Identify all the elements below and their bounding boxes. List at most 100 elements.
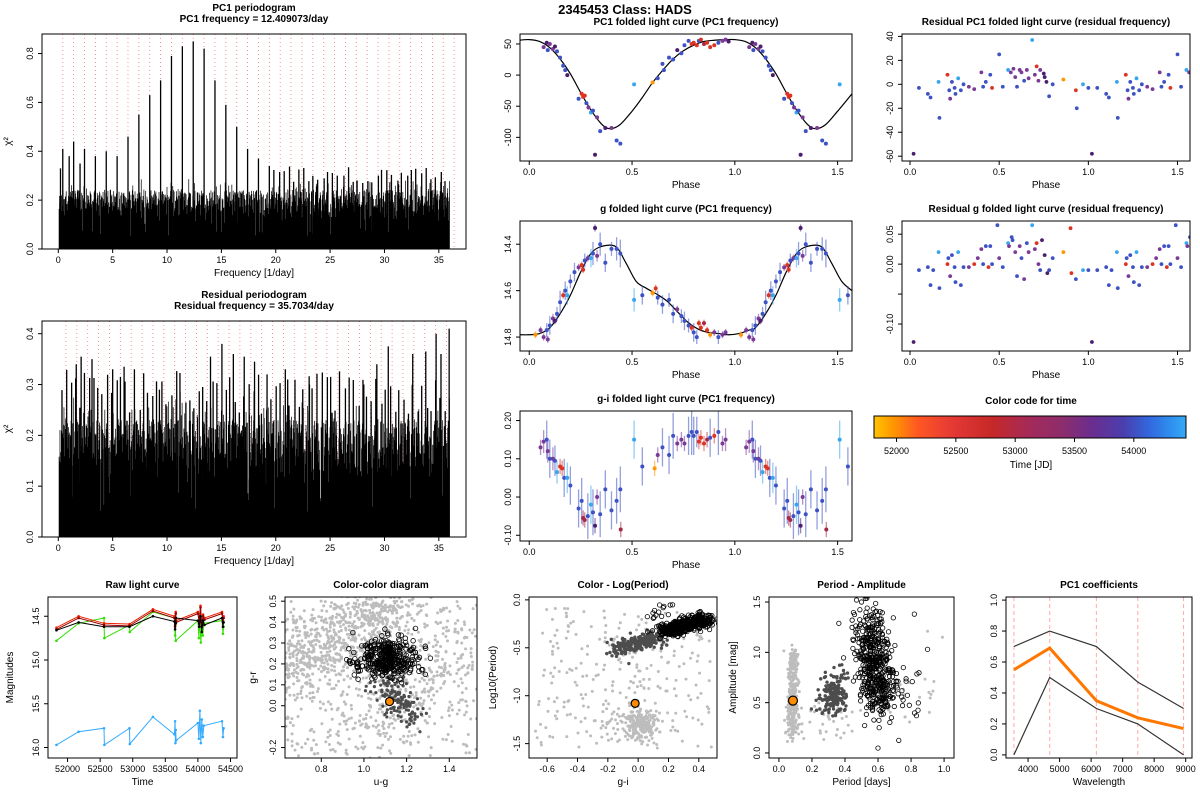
svg-text:0.1: 0.1 [268, 679, 278, 692]
svg-text:52500: 52500 [943, 446, 968, 456]
svg-text:g-i: g-i [617, 777, 628, 788]
svg-text:15: 15 [216, 543, 226, 553]
svg-text:20: 20 [271, 543, 281, 553]
panel-color-logperiod: -0.6 -0.4 -0.2 0.0 0.2 0.4 0.0 -0.5 -1.0 -1.5 Colo… [485, 575, 725, 798]
svg-text:1.5: 1.5 [831, 547, 844, 557]
svg-text:PC1 folded light curve (PC1 fr: PC1 folded light curve (PC1 frequency) [593, 17, 778, 28]
svg-text:0.4: 0.4 [25, 145, 35, 158]
svg-text:0.00: 0.00 [885, 255, 895, 273]
svg-text:0.10: 0.10 [503, 450, 513, 468]
svg-text:PC1 frequency = 12.409073/day: PC1 frequency = 12.409073/day [180, 14, 329, 25]
svg-text:-0.2: -0.2 [600, 764, 616, 774]
svg-text:-0.10: -0.10 [503, 525, 513, 546]
svg-text:0.5: 0.5 [268, 595, 278, 608]
svg-text:14.5: 14.5 [31, 607, 41, 625]
svg-text:0.6: 0.6 [25, 96, 35, 109]
svg-text:0.2: 0.2 [268, 658, 278, 671]
svg-text:Frequency [1/day]: Frequency [1/day] [214, 268, 294, 279]
svg-text:0.0: 0.0 [632, 764, 645, 774]
svg-text:1.5: 1.5 [831, 357, 844, 367]
svg-text:-40: -40 [885, 126, 895, 139]
svg-text:0.5: 0.5 [626, 357, 639, 367]
svg-text:0.4: 0.4 [25, 327, 35, 340]
svg-text:0.3: 0.3 [25, 378, 35, 391]
svg-text:0.0: 0.0 [25, 243, 35, 256]
svg-text:0.5: 0.5 [993, 167, 1006, 177]
svg-text:0.2: 0.2 [662, 764, 675, 774]
svg-text:40: 40 [885, 31, 895, 41]
svg-text:Time [JD]: Time [JD] [1010, 460, 1053, 471]
svg-text:0.0: 0.0 [25, 531, 35, 544]
svg-text:0.8: 0.8 [25, 47, 35, 60]
svg-text:-100: -100 [503, 128, 513, 146]
svg-text:35: 35 [434, 255, 444, 265]
svg-text:Magnitudes: Magnitudes [5, 652, 16, 704]
svg-text:53000: 53000 [1003, 446, 1028, 456]
svg-text:5: 5 [110, 543, 115, 553]
svg-text:0.4: 0.4 [268, 616, 278, 629]
svg-text:-1.5: -1.5 [512, 736, 522, 752]
svg-text:53000: 53000 [120, 764, 145, 774]
svg-text:Residual g folded light curve: Residual g folded light curve (residual … [928, 204, 1163, 215]
svg-text:0: 0 [885, 82, 895, 87]
svg-text:10: 10 [162, 255, 172, 265]
svg-text:0.0: 0.0 [904, 167, 917, 177]
svg-text:-0.10: -0.10 [885, 314, 895, 335]
svg-text:0.4: 0.4 [693, 764, 706, 774]
svg-text:-0.6: -0.6 [539, 764, 555, 774]
svg-text:14.4: 14.4 [503, 235, 513, 253]
svg-text:-20: -20 [885, 102, 895, 115]
svg-text:Color code for time: Color code for time [985, 396, 1077, 407]
svg-text:53500: 53500 [1062, 446, 1087, 456]
svg-text:0.1: 0.1 [25, 480, 35, 493]
svg-text:0.8: 0.8 [315, 764, 328, 774]
svg-text:1.0: 1.0 [1082, 167, 1095, 177]
svg-text:16.0: 16.0 [31, 739, 41, 757]
svg-text:20: 20 [271, 255, 281, 265]
svg-text:54000: 54000 [185, 764, 210, 774]
svg-text:0.0: 0.0 [512, 594, 522, 607]
svg-text:35: 35 [434, 543, 444, 553]
svg-text:-1.0: -1.0 [512, 688, 522, 704]
svg-text:-60: -60 [885, 150, 895, 163]
svg-text:-50: -50 [503, 100, 513, 113]
svg-text:χ²: χ² [3, 137, 14, 146]
svg-text:1.0: 1.0 [729, 167, 742, 177]
svg-text:Color - Log(Period): Color - Log(Period) [577, 580, 668, 591]
svg-text:0.0: 0.0 [268, 699, 278, 712]
svg-text:0.00: 0.00 [503, 488, 513, 506]
svg-text:1.0: 1.0 [729, 357, 742, 367]
svg-text:Color-color diagram: Color-color diagram [333, 580, 429, 591]
svg-text:14.6: 14.6 [503, 282, 513, 300]
svg-text:0.2: 0.2 [25, 429, 35, 442]
svg-text:15: 15 [216, 255, 226, 265]
svg-text:Phase: Phase [672, 370, 701, 381]
svg-text:54000: 54000 [1121, 446, 1146, 456]
svg-text:0.5: 0.5 [626, 547, 639, 557]
svg-text:25: 25 [325, 543, 335, 553]
svg-text:χ²: χ² [3, 424, 14, 433]
svg-text:0.5: 0.5 [626, 167, 639, 177]
svg-text:-0.5: -0.5 [512, 640, 522, 656]
svg-text:15.0: 15.0 [31, 651, 41, 669]
svg-text:Frequency [1/day]: Frequency [1/day] [214, 556, 294, 567]
svg-text:0.0: 0.0 [523, 357, 536, 367]
svg-text:-0.4: -0.4 [570, 764, 586, 774]
color-logperiod-chart: -0.6 -0.4 -0.2 0.0 0.2 0.4 0.0 -0.5 -1.0 -1.5 Colo… [485, 575, 725, 798]
svg-text:Residual periodogram: Residual periodogram [201, 290, 307, 301]
